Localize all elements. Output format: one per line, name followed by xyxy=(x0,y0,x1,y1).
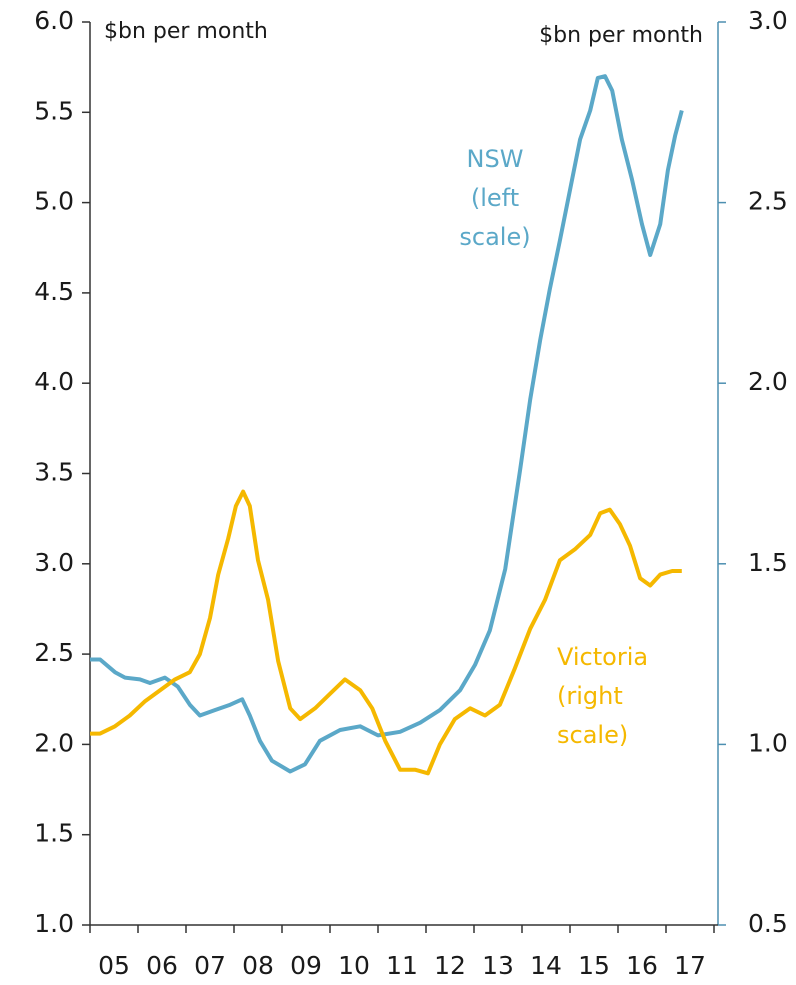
y2-tick-label: 2.5 xyxy=(748,187,788,216)
y-tick-label: 3.5 xyxy=(34,458,74,487)
y-tick-label: 5.0 xyxy=(34,187,74,216)
x-tick-label: 15 xyxy=(578,951,610,980)
x-tick-label: 17 xyxy=(674,951,706,980)
series-annotation: NSW xyxy=(467,145,524,173)
y-tick-label: 3.0 xyxy=(34,548,74,577)
x-tick-label: 13 xyxy=(482,951,514,980)
x-tick-label: 07 xyxy=(194,951,226,980)
x-tick-label: 10 xyxy=(338,951,370,980)
right-unit: $bn per month xyxy=(539,23,703,48)
x-tick-label: 06 xyxy=(146,951,178,980)
x-tick-label: 05 xyxy=(98,951,130,980)
y2-tick-label: 3.0 xyxy=(748,6,788,35)
y2-tick-label: 0.5 xyxy=(748,909,788,938)
y-tick-label: 1.0 xyxy=(34,909,74,938)
series-annotation: (right xyxy=(557,682,623,710)
y-tick-label: 2.5 xyxy=(34,638,74,667)
series-line xyxy=(90,489,682,776)
series-annotation: Victoria xyxy=(557,643,648,671)
x-tick-label: 11 xyxy=(386,951,418,980)
y2-tick-label: 1.0 xyxy=(748,728,788,757)
left-unit: $bn per month xyxy=(104,19,268,44)
x-tick-label: 14 xyxy=(530,951,562,980)
series-annotation: scale) xyxy=(459,223,530,251)
x-tick-label: 08 xyxy=(242,951,274,980)
y2-tick-label: 2.0 xyxy=(748,367,788,396)
series-annotation: scale) xyxy=(557,721,628,749)
x-tick-label: 16 xyxy=(626,951,658,980)
series-annotation: (left xyxy=(471,184,519,212)
y-tick-label: 4.5 xyxy=(34,277,74,306)
y-tick-label: 5.5 xyxy=(34,96,74,125)
x-tick-label: 12 xyxy=(434,951,466,980)
y2-tick-label: 1.5 xyxy=(748,548,788,577)
series-line xyxy=(90,74,684,774)
y-tick-label: 4.0 xyxy=(34,367,74,396)
y-tick-label: 2.0 xyxy=(34,728,74,757)
y-tick-label: 6.0 xyxy=(34,6,74,35)
y-tick-label: 1.5 xyxy=(34,819,74,848)
x-tick-label: 09 xyxy=(290,951,322,980)
